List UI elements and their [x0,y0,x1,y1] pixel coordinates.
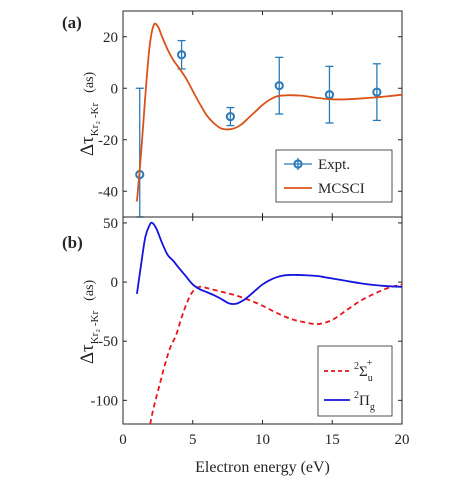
expt-point [225,106,236,127]
expt-marker [372,87,382,97]
legend-pi-label: 2Πg [354,390,375,413]
panel-b-ylabel-unit: (as) [82,280,97,301]
y-tick-label: -100 [91,393,119,409]
legend-sigma-label: 2Σu + [354,358,373,384]
y-tick-label: -20 [98,133,118,149]
panel-a-label: (a) [62,13,82,32]
legend-mcsci-label: MCSCI [318,181,365,197]
expt-marker [274,81,284,91]
expt-marker [225,111,236,122]
expt-point [176,39,187,70]
x-axis-title: Electron energy (eV) [195,459,330,476]
y-tick-label: 0 [111,81,119,97]
expt-point [372,63,382,122]
panel-a: 20 0 -20 -40 (a) ΔτKr₂ -Kr (as) Expt. MCSCI [62,10,403,218]
panel-b-label: (b) [62,233,83,252]
expt-point [324,65,335,124]
legend-expt-label: Expt. [318,157,350,173]
panel-b-ylabel: ΔτKr₂ -Kr (as) [77,280,101,365]
legend-sigma-sup: + [367,358,373,369]
y-tick-label: 50 [103,216,118,232]
panel-b-ytick-labels: 50 0 -50 -100 [91,216,119,409]
x-tick-label: 20 [395,432,410,448]
legend-pi-sup-pre: 2 [354,390,359,401]
panel-a-ytick-labels: 20 0 -20 -40 [98,30,118,201]
expt-point [274,56,284,115]
panel-b: 50 0 -50 -100 0 5 10 15 20 (b) ΔτKr₂ -Kr (as) El… [62,216,410,476]
panel-a-ylabel-unit: (as) [82,72,97,93]
series-line-0-1 [136,22,402,202]
x-tick-label: 10 [255,432,270,448]
panel-a-ylabel-subscript: Kr₂ -Kr [89,103,101,137]
y-tick-label: 0 [111,275,119,291]
series-line-1-1 [136,221,402,305]
legend-sigma-sup-pre: 2 [354,361,359,372]
panel-a-series [135,22,402,218]
panel-b-series [136,221,402,424]
panel-a-legend-box [275,149,393,203]
panel-b-legend: 2Σu+ 2Πg [317,345,393,417]
panel-a-ylabel-main: Δτ [77,136,98,156]
panel-a-ylabel: ΔτKr₂ -Kr (as) [77,72,101,157]
panel-b-ylabel-subscript: Kr₂ -Kr [89,311,101,345]
panel-b-xtick-labels: 0 5 10 15 20 [119,432,409,448]
expt-marker [176,50,187,60]
panel-a-legend: Expt. MCSCI [275,149,393,203]
series-line-1-0 [149,283,402,424]
panel-b-ticks [122,217,403,424]
y-tick-label: 20 [103,30,118,46]
legend-pi-base: Π [359,393,370,409]
legend-sigma-sub: u [368,373,373,384]
x-tick-label: 0 [119,432,127,448]
legend-pi-sub: g [370,402,375,413]
legend-expt-marker [284,158,312,170]
y-tick-label: -40 [98,184,118,200]
panel-a-ticks [122,11,403,217]
legend-sigma-base: Σ [359,364,368,380]
panel-b-ylabel-main: Δτ [77,344,98,364]
x-tick-label: 5 [189,432,197,448]
x-tick-label: 15 [325,432,340,448]
y-tick-label: -50 [98,334,118,350]
panel-b-legend-box [317,345,393,417]
